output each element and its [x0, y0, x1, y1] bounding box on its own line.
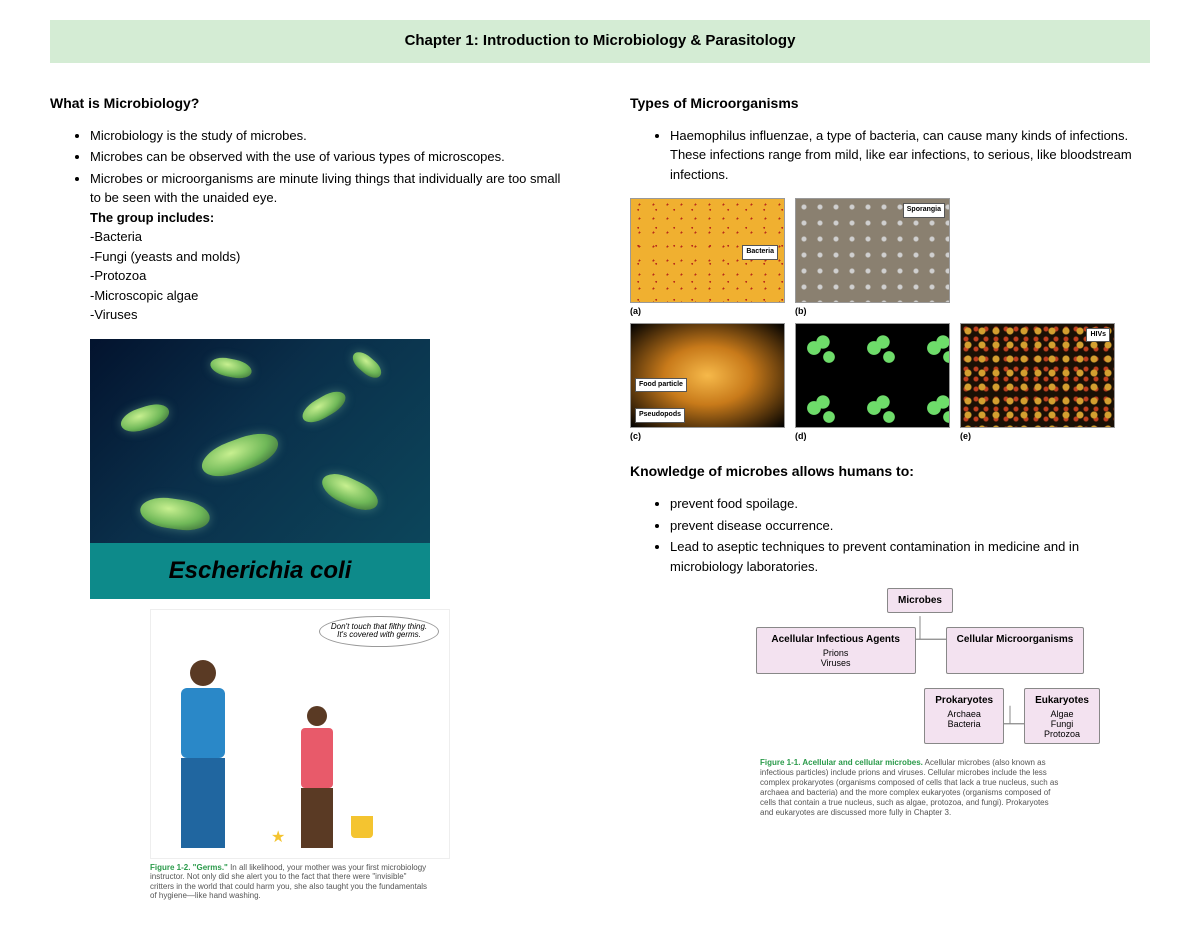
group-includes-label: The group includes: — [90, 210, 214, 225]
sub-label: (b) — [795, 305, 950, 319]
sub-label: (d) — [795, 430, 950, 444]
grid-cell-a: Bacteria (a) — [630, 198, 785, 319]
germs-caption: Figure 1-2. "Germs." In all likelihood, … — [150, 863, 430, 901]
tree-caption: Figure 1-1. Acellular and cellular micro… — [760, 758, 1060, 818]
image-tag-bacteria: Bacteria — [742, 245, 778, 260]
grid-cell-c: Food particle Pseudopods (c) — [630, 323, 785, 444]
starfish-icon: ★ — [271, 826, 285, 850]
speech-bubble: Don't touch that filthy thing. It's cove… — [319, 616, 439, 648]
list-item-text: Microbes or microorganisms are minute li… — [90, 171, 560, 206]
left-column: What is Microbiology? Microbiology is th… — [50, 93, 570, 901]
sublist-item: -Microscopic algae — [90, 286, 570, 306]
node-subtext: AlgaeFungiProtozoa — [1035, 710, 1089, 740]
node-title: Eukaryotes — [1035, 695, 1089, 706]
classification-tree: Microbes Acellular Infectious Agents Pri… — [730, 588, 1110, 818]
list-item: Lead to aseptic techniques to prevent co… — [670, 537, 1150, 576]
ecoli-caption: Escherichia coli — [90, 543, 430, 599]
group-sublist: -Bacteria -Fungi (yeasts and molds) -Pro… — [90, 227, 570, 325]
chapter-title-bar: Chapter 1: Introduction to Microbiology … — [50, 20, 1150, 63]
sublist-item: -Viruses — [90, 305, 570, 325]
two-column-layout: What is Microbiology? Microbiology is th… — [50, 93, 1150, 901]
bucket-icon — [351, 816, 373, 838]
ecoli-image: Escherichia coli — [90, 339, 430, 599]
node-title: Cellular Microorganisms — [957, 634, 1074, 645]
germs-illustration: Don't touch that filthy thing. It's cove… — [150, 609, 450, 859]
tree-node-eukaryotes: Eukaryotes AlgaeFungiProtozoa — [1024, 688, 1100, 745]
microorganism-grid: Bacteria (a) Sporangia (b) Food particle… — [630, 198, 1150, 443]
list-item: prevent food spoilage. — [670, 494, 1150, 514]
sublist-item: -Fungi (yeasts and molds) — [90, 247, 570, 267]
list-item: Haemophilus influenzae, a type of bacter… — [670, 126, 1150, 185]
sub-label: (a) — [630, 305, 785, 319]
image-tag-food-particle: Food particle — [635, 378, 687, 393]
image-tag-sporangia: Sporangia — [903, 203, 945, 218]
child-figure — [301, 706, 333, 848]
left-bullets-1: Microbiology is the study of microbes. M… — [90, 126, 570, 325]
tree-node-root: Microbes — [887, 588, 953, 613]
grid-cell-b: Sporangia (b) — [795, 198, 950, 319]
sub-label: (c) — [630, 430, 785, 444]
right-heading-2: Knowledge of microbes allows humans to: — [630, 461, 1150, 482]
right-bullets-2: prevent food spoilage. prevent disease o… — [670, 494, 1150, 576]
figure-label: Figure 1-2. "Germs." — [150, 863, 228, 872]
image-tag-pseudopods: Pseudopods — [635, 408, 685, 423]
sub-label: (e) — [960, 430, 1115, 444]
left-heading-1: What is Microbiology? — [50, 93, 570, 114]
tree-node-prokaryotes: Prokaryotes ArchaeaBacteria — [924, 688, 1004, 745]
list-item: prevent disease occurrence. — [670, 516, 1150, 536]
figure-label: Figure 1-1. Acellular and cellular micro… — [760, 758, 923, 767]
grid-cell-d: (d) — [795, 323, 950, 444]
right-heading-1: Types of Microorganisms — [630, 93, 1150, 114]
list-item: Microbiology is the study of microbes. — [90, 126, 570, 146]
node-subtext: ArchaeaBacteria — [935, 710, 993, 730]
right-bullets-1: Haemophilus influenzae, a type of bacter… — [670, 126, 1150, 185]
sublist-item: -Bacteria — [90, 227, 570, 247]
node-title: Acellular Infectious Agents — [771, 634, 900, 645]
tree-node-acellular: Acellular Infectious Agents PrionsViruse… — [756, 627, 916, 674]
adult-figure — [181, 660, 225, 848]
grid-cell-e: HIVs (e) — [960, 323, 1115, 444]
list-item: Microbes can be observed with the use of… — [90, 147, 570, 167]
tree-node-cellular: Cellular Microorganisms — [946, 627, 1085, 674]
right-column: Types of Microorganisms Haemophilus infl… — [630, 93, 1150, 901]
node-title: Prokaryotes — [935, 695, 993, 706]
sublist-item: -Protozoa — [90, 266, 570, 286]
image-tag-hivs: HIVs — [1086, 328, 1110, 343]
list-item: Microbes or microorganisms are minute li… — [90, 169, 570, 325]
node-subtext: PrionsViruses — [767, 649, 905, 669]
